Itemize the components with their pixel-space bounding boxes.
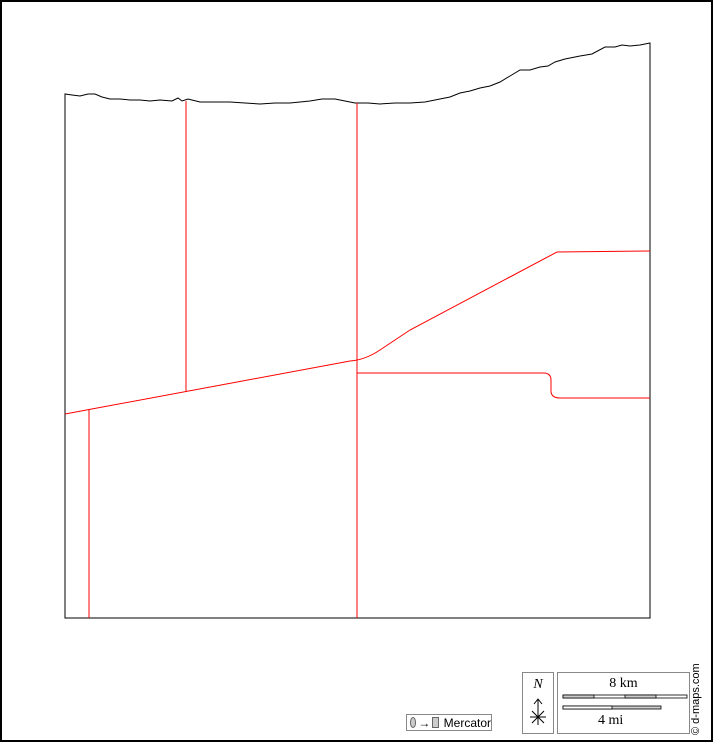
scale-mi-label: 4 mi [598, 713, 624, 728]
arrow-icon: → [418, 715, 431, 730]
road-4 [357, 372, 650, 399]
north-arrow: N [522, 672, 554, 734]
plane-icon [432, 717, 439, 728]
scale-bars [562, 694, 688, 710]
county-boundary [64, 42, 651, 619]
scale-km-label: 8 km [609, 676, 638, 691]
road-3 [64, 250, 651, 415]
globe-icon [410, 717, 417, 728]
scale-bar: 8 km 4 mi [557, 672, 690, 734]
projection-legend: → Mercator [406, 714, 492, 731]
projection-label: Mercator [443, 715, 491, 730]
credit: © d-maps.com [690, 663, 702, 735]
north-label: N [533, 677, 543, 692]
compass-icon [530, 698, 546, 725]
